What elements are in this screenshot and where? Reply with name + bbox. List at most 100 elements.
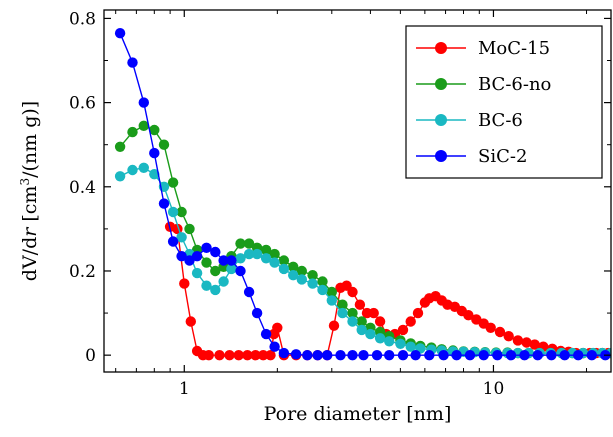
data-point xyxy=(288,270,299,281)
data-point xyxy=(233,350,244,361)
data-point xyxy=(269,248,280,260)
data-point xyxy=(242,350,253,361)
data-point xyxy=(127,126,138,138)
data-point xyxy=(365,328,376,340)
data-point xyxy=(529,339,540,350)
data-point xyxy=(149,124,160,136)
y-label-sup: 3 xyxy=(18,178,32,186)
data-point xyxy=(405,341,416,352)
data-point xyxy=(191,251,203,262)
data-point xyxy=(260,328,272,340)
data-point xyxy=(167,236,179,247)
data-point xyxy=(374,333,386,344)
data-point xyxy=(559,350,570,361)
x-axis-label: Pore diameter [nm] xyxy=(264,403,452,425)
data-point xyxy=(269,257,280,268)
data-point xyxy=(203,350,214,361)
data-point xyxy=(251,248,263,260)
data-point xyxy=(201,257,212,268)
data-point xyxy=(265,350,276,361)
legend-marker xyxy=(435,42,447,54)
data-point xyxy=(272,322,283,333)
data-point xyxy=(235,265,246,277)
data-point xyxy=(127,164,138,176)
data-point xyxy=(260,244,272,256)
data-point xyxy=(347,350,358,361)
data-point xyxy=(251,307,263,319)
data-point xyxy=(138,162,149,173)
legend-marker xyxy=(435,150,447,162)
y-tick-label: 0.2 xyxy=(69,262,96,282)
data-point xyxy=(438,350,449,361)
data-point xyxy=(337,307,348,319)
legend: MoC-15 BC-6-no BC-6 SiC-2 xyxy=(405,25,603,179)
legend-marker xyxy=(435,114,447,126)
data-point xyxy=(478,350,489,361)
data-point xyxy=(138,120,149,131)
y-tick-label: 0.4 xyxy=(69,178,96,198)
data-point xyxy=(424,350,435,361)
data-point xyxy=(328,320,340,331)
data-point xyxy=(114,171,126,182)
data-point xyxy=(214,350,225,361)
legend-marker xyxy=(435,78,447,90)
data-point xyxy=(307,278,318,289)
data-point xyxy=(451,350,462,361)
data-point xyxy=(224,350,235,361)
data-point xyxy=(412,307,424,319)
data-point xyxy=(138,97,149,108)
series-layer xyxy=(114,28,611,361)
data-point xyxy=(149,169,160,180)
data-point xyxy=(322,350,333,361)
data-point xyxy=(546,350,557,361)
data-point xyxy=(191,267,203,279)
data-point xyxy=(176,251,187,262)
data-point xyxy=(354,299,366,310)
data-point xyxy=(250,350,261,361)
data-point xyxy=(326,295,337,306)
data-point xyxy=(176,232,187,243)
data-point xyxy=(347,316,358,327)
data-point xyxy=(226,263,237,275)
legend-item: BC-6-no xyxy=(416,74,551,95)
data-point xyxy=(149,147,160,159)
data-point xyxy=(184,223,195,235)
data-point xyxy=(185,316,196,327)
data-point xyxy=(176,206,187,218)
data-point xyxy=(226,255,237,266)
x-tick-label: 10 xyxy=(483,379,505,399)
data-point xyxy=(492,350,503,361)
data-point xyxy=(464,350,476,361)
data-point xyxy=(512,335,524,346)
data-point xyxy=(463,310,474,321)
data-point xyxy=(201,280,212,291)
x-tick-label: 1 xyxy=(179,379,190,399)
data-point xyxy=(127,57,138,68)
data-point xyxy=(397,350,409,361)
data-point xyxy=(395,338,406,349)
data-point xyxy=(201,242,212,253)
y-axis-label: dV/dr [cm3/(nm g)] xyxy=(18,101,41,281)
data-point xyxy=(371,350,383,361)
series-sic-2 xyxy=(114,28,611,361)
legend-item: BC-6 xyxy=(416,110,523,131)
data-point xyxy=(269,341,280,352)
data-point xyxy=(218,255,229,266)
data-point xyxy=(179,278,190,289)
y-label-var: r xyxy=(19,226,41,237)
data-point xyxy=(218,276,229,287)
data-point xyxy=(356,324,367,336)
y-label-pre: dV/d xyxy=(19,237,41,281)
data-point xyxy=(278,263,290,275)
legend-label: BC-6 xyxy=(478,110,523,131)
series-moc-15 xyxy=(164,221,611,361)
data-point xyxy=(384,350,395,361)
data-point xyxy=(260,253,272,264)
data-point xyxy=(405,316,416,327)
y-label-mid: [cm xyxy=(19,186,41,228)
legend-label: SiC-2 xyxy=(478,146,527,167)
y-label-post: /(nm g)] xyxy=(19,101,41,178)
data-point xyxy=(374,316,386,327)
